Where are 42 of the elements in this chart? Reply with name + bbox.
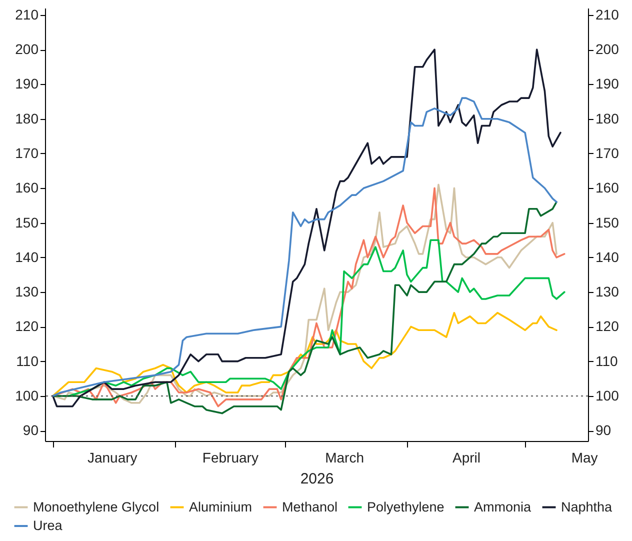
y-tick-label: 140: [15, 248, 39, 265]
legend-label: Naphtha: [561, 499, 613, 514]
y2-tick-label: 120: [596, 318, 620, 334]
legend-label: Polyethylene: [367, 499, 444, 514]
y-tick-label: 110: [16, 352, 39, 369]
x-tick-label: January: [87, 450, 138, 466]
y-tick-label: 90: [22, 422, 39, 438]
y2-tick-label: 150: [596, 214, 620, 230]
legend-label: Methanol: [282, 499, 338, 514]
y-tick-label: 100: [15, 387, 39, 404]
legend-label: Monoethylene Glycol: [33, 499, 160, 514]
x-tick-label: May: [571, 450, 598, 466]
y-tick-label: 160: [15, 180, 39, 196]
y2-tick-label: 100: [596, 387, 620, 404]
y2-tick-label: 180: [596, 110, 620, 126]
x-axis-title: 2026: [300, 470, 334, 488]
y2-tick-label: 160: [596, 180, 620, 196]
line-series: [52, 97, 558, 397]
y2-tick-label: 110: [596, 352, 618, 369]
y-tick-label: 190: [15, 76, 39, 92]
legend-label: Urea: [33, 518, 63, 533]
y-tick-label: 200: [15, 41, 39, 58]
y2-tick-label: 130: [596, 284, 620, 300]
y-tick-label: 130: [15, 284, 39, 300]
x-tick-label: April: [452, 450, 481, 466]
line-series: [52, 48, 562, 408]
y-tick-label: 150: [15, 214, 39, 230]
y2-tick-label: 190: [596, 76, 620, 92]
y2-tick-label: 90: [596, 422, 612, 438]
y-tick-label: 210: [15, 6, 39, 22]
x-tick-label: March: [325, 450, 364, 466]
y2-tick-label: 170: [596, 144, 620, 161]
legend-label: Ammonia: [474, 499, 532, 514]
legend-label: Aluminium: [189, 499, 252, 514]
y2-tick-label: 210: [596, 6, 620, 22]
y2-tick-label: 200: [596, 41, 620, 58]
y-tick-label: 180: [15, 110, 39, 126]
y-tick-label: 170: [15, 144, 39, 161]
y2-tick-label: 140: [596, 248, 620, 265]
y-tick-label: 120: [15, 318, 39, 334]
x-tick-label: February: [202, 450, 258, 466]
line-series: [52, 312, 558, 397]
